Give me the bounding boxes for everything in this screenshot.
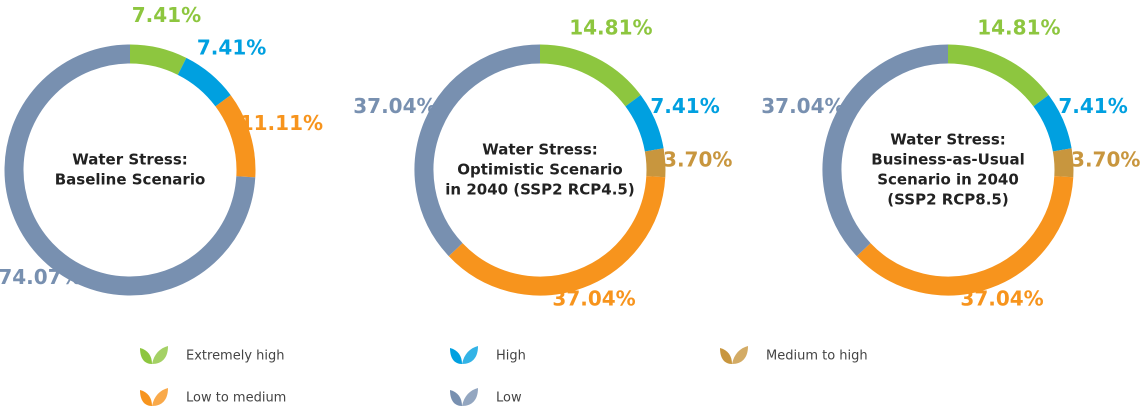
value-label: 7.41% bbox=[197, 35, 266, 59]
donut-segment bbox=[625, 95, 664, 152]
donut-segment bbox=[1052, 148, 1074, 178]
donut-segment bbox=[644, 148, 666, 178]
leaf bbox=[152, 346, 168, 364]
donut-segment bbox=[4, 44, 256, 296]
legend-label: Low bbox=[496, 391, 522, 406]
leaf bbox=[152, 388, 168, 406]
leaf bbox=[732, 346, 748, 364]
chart-title: Optimistic Scenario bbox=[457, 161, 622, 179]
leaf bbox=[140, 390, 152, 406]
legend-icon bbox=[450, 388, 478, 406]
leaf bbox=[462, 388, 478, 406]
chart-title: in 2040 (SSP2 RCP4.5) bbox=[445, 181, 634, 199]
leaf bbox=[462, 346, 478, 364]
value-label: 74.07% bbox=[0, 265, 82, 289]
value-label: 11.11% bbox=[240, 111, 323, 135]
leaf bbox=[450, 390, 462, 406]
legend-icon bbox=[140, 346, 168, 364]
donut-segment bbox=[129, 44, 187, 75]
leaf bbox=[720, 348, 732, 364]
leaf bbox=[450, 348, 462, 364]
donut-segment bbox=[448, 176, 666, 296]
chart-title: Water Stress: bbox=[890, 131, 1006, 149]
donut-segment bbox=[856, 176, 1074, 296]
donut-segment bbox=[947, 44, 1049, 107]
value-label: 37.04% bbox=[960, 287, 1043, 311]
chart-title: Scenario in 2040 bbox=[877, 171, 1019, 189]
leaf bbox=[140, 348, 152, 364]
chart-title: Baseline Scenario bbox=[55, 171, 206, 189]
value-label: 7.41% bbox=[132, 3, 201, 27]
legend-icon bbox=[720, 346, 748, 364]
donut-segment bbox=[539, 44, 641, 107]
value-label: 37.04% bbox=[761, 94, 844, 118]
chart-title: Water Stress: bbox=[72, 151, 188, 169]
value-label: 3.70% bbox=[663, 147, 732, 171]
value-label: 3.70% bbox=[1071, 147, 1140, 171]
value-label: 37.04% bbox=[552, 287, 635, 311]
chart-title: Water Stress: bbox=[482, 141, 598, 159]
legend-icon bbox=[450, 346, 478, 364]
legend-label: Medium to high bbox=[766, 349, 868, 364]
legend-label: Extremely high bbox=[186, 349, 285, 364]
donut-segment bbox=[1033, 95, 1072, 152]
value-label: 14.81% bbox=[569, 15, 652, 39]
donut-segment bbox=[822, 44, 949, 257]
value-label: 14.81% bbox=[977, 15, 1060, 39]
value-label: 37.04% bbox=[353, 94, 436, 118]
chart-title: (SSP2 RCP8.5) bbox=[887, 191, 1008, 209]
chart-title: Business-as-Usual bbox=[871, 151, 1024, 169]
donut-segment bbox=[177, 57, 231, 107]
legend-label: Low to medium bbox=[186, 391, 286, 406]
value-label: 7.41% bbox=[650, 94, 719, 118]
legend-label: High bbox=[496, 349, 526, 364]
donut-segment bbox=[215, 95, 256, 178]
legend-icon bbox=[140, 388, 168, 406]
value-label: 7.41% bbox=[1058, 94, 1127, 118]
donut-segment bbox=[414, 44, 541, 257]
